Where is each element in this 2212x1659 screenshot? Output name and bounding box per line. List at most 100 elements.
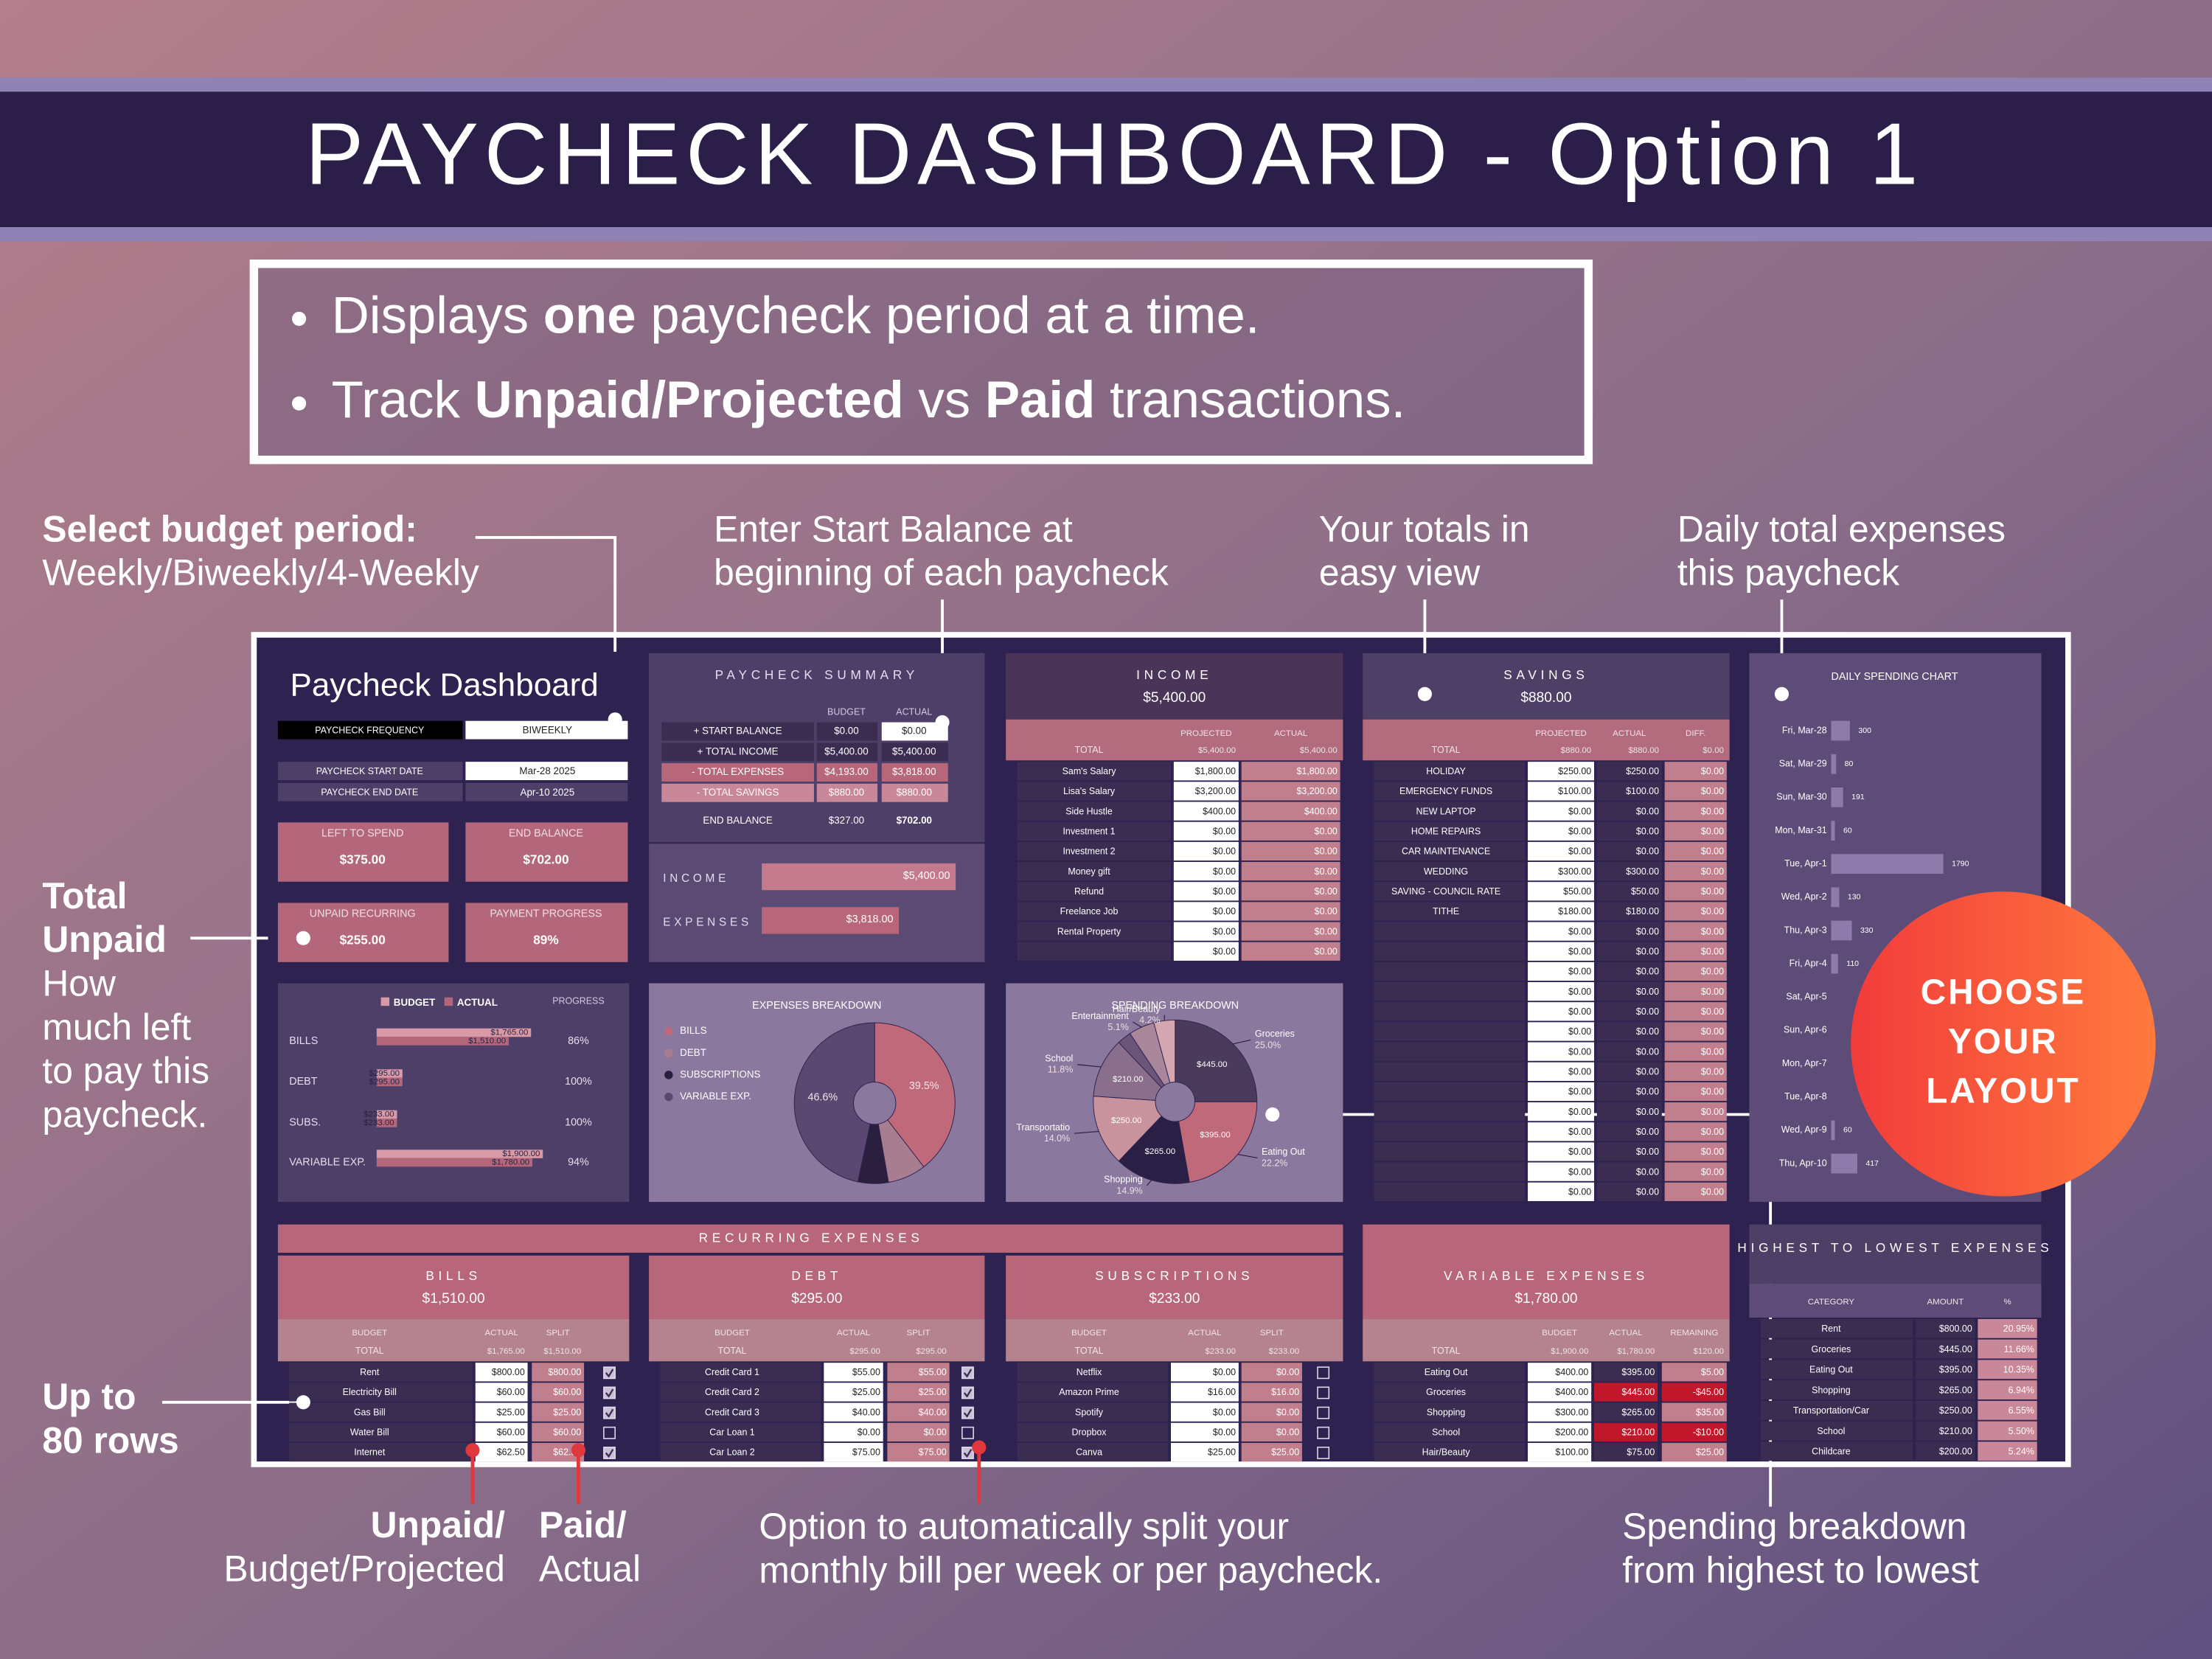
bar — [1831, 920, 1852, 941]
name-cell — [1017, 1422, 1169, 1441]
value-cell — [1528, 1363, 1592, 1382]
row-value: $395.00 — [1939, 1365, 1972, 1375]
value-cell — [1916, 1380, 1975, 1399]
value-cell — [1593, 1363, 1658, 1382]
value-cell — [1241, 841, 1340, 861]
bullet — [292, 311, 307, 326]
row-value: $0.00 — [1701, 1147, 1724, 1157]
checkbox[interactable] — [1317, 1366, 1330, 1380]
row-value: $180.00 — [1626, 906, 1659, 917]
row-value: $25.00 — [1208, 1447, 1236, 1458]
row-value: $0.00 — [1701, 1127, 1724, 1137]
value-cell — [1173, 801, 1239, 821]
feature: Displays one paycheck period at a time. — [332, 286, 1260, 344]
checkbox[interactable] — [961, 1426, 974, 1439]
value-cell — [1661, 1363, 1727, 1382]
legend-label: ACTUAL — [457, 997, 498, 1008]
checkbox[interactable] — [1317, 1447, 1330, 1459]
value-cell — [1596, 922, 1662, 941]
value-cell — [1596, 821, 1662, 841]
name-cell — [1374, 801, 1526, 821]
name-cell — [1374, 902, 1526, 921]
category-label: Fri, Mar-28 — [1782, 725, 1827, 735]
callout-text: monthly bill per week or per paycheck. — [759, 1549, 1382, 1590]
section-title: RECURRING EXPENSES — [699, 1230, 924, 1245]
callout-text: How — [42, 963, 116, 1004]
panel-title: SPENDING BREAKDOWN — [1111, 1000, 1239, 1012]
table-strip — [277, 1318, 630, 1362]
kpi-label: LEFT TO SPEND — [321, 828, 403, 840]
row-value: $1,800.00 — [1297, 766, 1338, 776]
value-cell — [1596, 1102, 1662, 1121]
category-label: DEBT — [289, 1076, 317, 1088]
bar — [376, 1037, 509, 1046]
checkbox[interactable] — [1317, 1426, 1330, 1439]
legend-swatch — [664, 1071, 673, 1079]
row-value: $0.00 — [1568, 827, 1591, 837]
dot — [608, 712, 622, 727]
band — [0, 227, 2212, 242]
row-value: $0.00 — [1568, 1107, 1591, 1117]
checkbox[interactable] — [1317, 1386, 1330, 1399]
row-value: $0.00 — [1315, 947, 1338, 957]
progress-label: 100% — [565, 1117, 592, 1129]
name-cell — [1374, 1363, 1526, 1382]
row-value: 10.35% — [2003, 1365, 2034, 1375]
leader-line — [1146, 1180, 1152, 1186]
name-cell — [1760, 1441, 1913, 1461]
table-title: HIGHEST TO LOWEST EXPENSES — [1737, 1240, 2053, 1255]
checkbox[interactable] — [1317, 1406, 1330, 1419]
total-cell: $295.00 — [916, 1347, 946, 1356]
value-cell — [1596, 1162, 1662, 1181]
table-total: $233.00 — [1149, 1291, 1200, 1307]
row-value: 20.95% — [2003, 1324, 2034, 1334]
leader-line — [1074, 1130, 1099, 1134]
feature-part: Displays — [332, 286, 543, 344]
summary-value: $3,818.00 — [892, 766, 936, 777]
total-cell: $1,780.00 — [1617, 1347, 1655, 1356]
leader-line — [1233, 1039, 1251, 1045]
value-cell — [1596, 902, 1662, 921]
name-cell — [1374, 942, 1526, 961]
row-value: $0.00 — [1276, 1427, 1299, 1438]
category-label: Sat, Apr-5 — [1786, 992, 1826, 1002]
category-label: Sun, Mar-30 — [1776, 792, 1826, 802]
summary-label-cell — [661, 763, 814, 782]
row-label: Refund — [1074, 886, 1104, 897]
name-cell — [1017, 902, 1172, 921]
category-label: Fri, Apr-4 — [1790, 958, 1827, 968]
callout-heading: Total — [42, 875, 127, 917]
name-cell — [1017, 762, 1172, 781]
value-cell — [475, 1382, 528, 1402]
data-label: $1,510.00 — [468, 1037, 506, 1046]
row-value: $0.00 — [1701, 886, 1724, 897]
value-cell — [1596, 782, 1662, 801]
row-value: $0.00 — [1568, 987, 1591, 997]
progress-label: 94% — [568, 1156, 589, 1168]
value-cell — [1664, 1082, 1727, 1102]
row-value: $0.00 — [858, 1427, 880, 1438]
name-cell — [289, 1363, 473, 1382]
callout-text: much left — [42, 1006, 191, 1048]
name-cell — [1374, 1082, 1526, 1102]
row-value: $0.00 — [1315, 846, 1338, 857]
name-cell — [289, 1382, 473, 1402]
value-cell — [1596, 1022, 1662, 1041]
category-label: INCOME — [663, 872, 729, 885]
pie-slice — [1093, 1042, 1162, 1101]
checkbox[interactable] — [603, 1426, 616, 1439]
row-value: -$10.00 — [1693, 1427, 1724, 1438]
value-cell — [1664, 1022, 1727, 1041]
recurring-banner — [277, 1224, 1343, 1253]
row-value: $0.00 — [1276, 1407, 1299, 1417]
value-cell — [1173, 821, 1239, 841]
row-value: $75.00 — [852, 1447, 880, 1458]
row-value: $0.00 — [1636, 1087, 1659, 1097]
table-strip — [1363, 719, 1730, 761]
bar — [1831, 754, 1837, 774]
total-cell: TOTAL — [718, 1346, 747, 1356]
progress-label: 86% — [568, 1035, 589, 1047]
callout-text: Actual — [539, 1548, 641, 1590]
row-value: $0.00 — [1568, 967, 1591, 977]
